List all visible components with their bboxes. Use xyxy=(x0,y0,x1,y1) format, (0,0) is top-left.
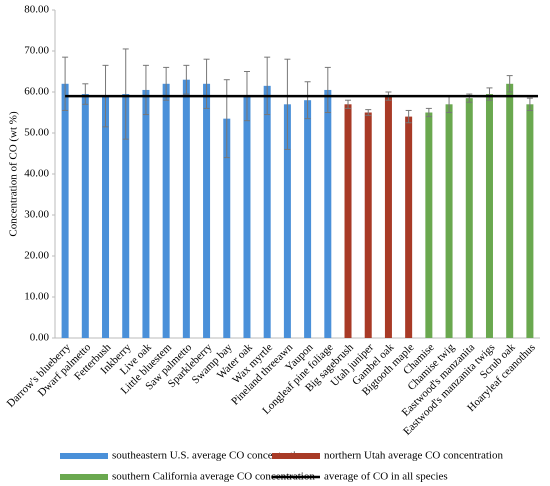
bar xyxy=(425,112,433,338)
y-tick-label: 0.00 xyxy=(30,332,50,344)
bar xyxy=(243,96,251,338)
y-tick-label: 10.00 xyxy=(24,291,49,303)
y-tick-label: 60.00 xyxy=(24,86,49,98)
bar xyxy=(344,104,352,338)
y-tick-label: 40.00 xyxy=(24,168,49,180)
bar xyxy=(445,104,453,338)
legend-swatch xyxy=(60,474,108,480)
bar xyxy=(405,116,413,338)
y-tick-label: 70.00 xyxy=(24,45,49,57)
bar xyxy=(162,83,170,338)
legend-label: southeastern U.S. average CO concentrati… xyxy=(112,450,307,462)
legend-label: average of CO in all species xyxy=(324,471,448,483)
bar xyxy=(485,94,493,338)
bar xyxy=(465,98,473,339)
y-tick-label: 30.00 xyxy=(24,209,49,221)
y-axis-label: Concentration of CO (wt %) xyxy=(8,111,20,237)
bar xyxy=(142,89,150,338)
legend-label: southern California average CO concentra… xyxy=(112,471,315,483)
bar xyxy=(283,104,291,338)
bar xyxy=(263,85,271,338)
bar xyxy=(61,83,69,338)
bar xyxy=(384,96,392,338)
bar xyxy=(223,118,231,339)
bar xyxy=(324,89,332,338)
legend-swatch xyxy=(60,453,108,459)
legend-swatch xyxy=(272,453,320,459)
bar xyxy=(203,83,211,338)
bar xyxy=(102,96,110,338)
y-tick-label: 20.00 xyxy=(24,250,49,262)
bar xyxy=(304,100,312,338)
y-tick-label: 80.00 xyxy=(24,4,49,16)
bar xyxy=(506,83,514,338)
y-tick-label: 50.00 xyxy=(24,127,49,139)
bar xyxy=(526,104,534,338)
bar xyxy=(182,79,190,338)
bar xyxy=(364,112,372,338)
bar xyxy=(81,94,89,338)
legend-label: northern Utah average CO concentration xyxy=(324,450,503,462)
bar xyxy=(122,94,130,338)
